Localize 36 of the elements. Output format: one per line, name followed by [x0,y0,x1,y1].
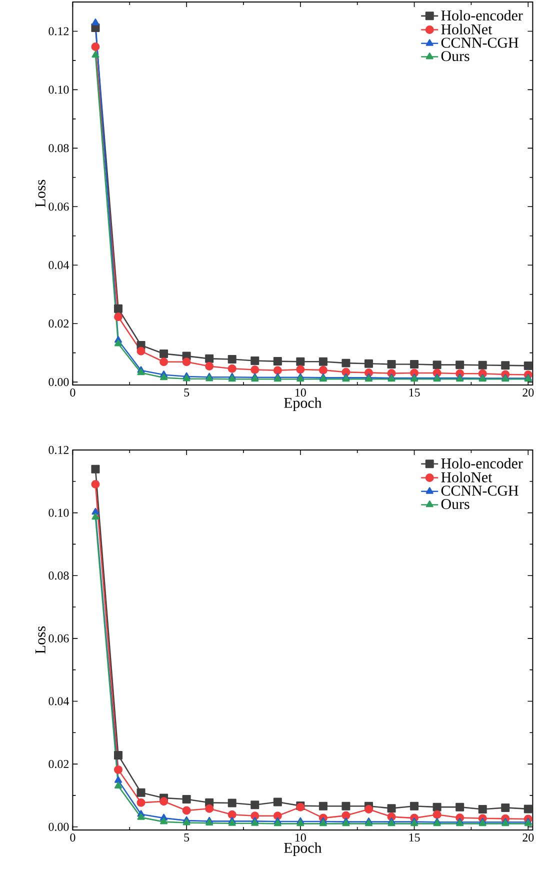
y-tick-label: 0.08 [48,572,69,580]
legend-label: HoloNet [441,472,492,482]
x-tick-label: 5 [184,388,190,396]
y-tick-label: 0.06 [48,202,69,211]
x-axis-title: Epoch [284,842,322,856]
x-axis-title: Epoch [284,397,322,411]
x-tick-label: 0 [70,388,76,397]
y-axis-title: Loss [35,180,46,208]
legend-label: Holo-encoder [441,10,523,21]
y-tick-label: 0.04 [48,697,69,706]
y-tick-label: 0.00 [48,822,69,831]
x-tick-label: 15 [409,834,420,842]
x-tick-label: 0 [70,834,76,842]
y-tick-label: 0.10 [48,86,69,94]
x-tick-label: 15 [409,388,420,397]
x-tick-label: 5 [184,834,190,842]
legend-label: Holo-encoder [441,458,523,468]
legend-label: CCNN-CGH [441,38,518,48]
y-tick-label: 0.06 [48,634,69,642]
y-tick-label: 0.08 [48,144,69,152]
x-tick-label: 10 [295,388,306,397]
legend-label: HoloNet [441,24,492,34]
legend-label: Ours [441,499,470,510]
y-tick-label: 0.04 [48,261,69,270]
legend-label: CCNN-CGH [441,486,518,496]
x-tick-label: 20 [522,834,534,842]
legend-label: Ours [441,51,470,62]
y-tick-label: 0.00 [48,378,69,386]
y-tick-label: 0.02 [48,320,69,328]
x-tick-label: 10 [295,834,306,842]
x-tick-label: 20 [522,388,534,397]
y-tick-label: 0.12 [48,446,69,454]
y-axis-title: Loss [35,626,46,654]
y-tick-label: 0.10 [48,508,69,517]
y-tick-label: 0.12 [48,27,69,36]
y-tick-label: 0.02 [48,760,69,768]
